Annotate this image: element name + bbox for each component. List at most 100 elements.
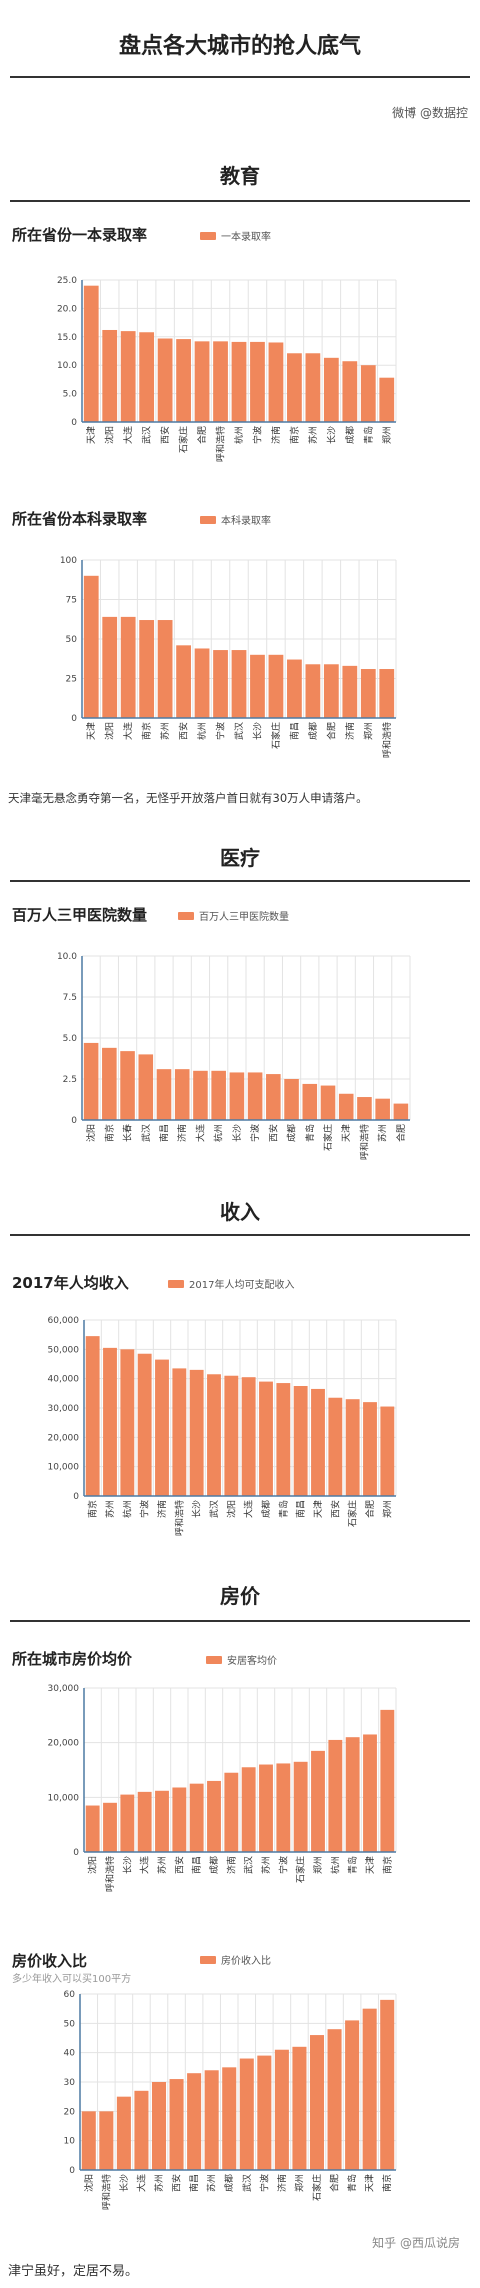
bar	[268, 654, 284, 718]
bar	[250, 654, 265, 718]
x-tick-label: 长沙	[231, 1124, 243, 1142]
x-tick-label: 南昌	[158, 1124, 170, 1142]
legend-swatch	[200, 231, 216, 240]
x-tick-label: 杭州	[233, 426, 245, 444]
x-tick-label: 苏州	[260, 1856, 272, 1874]
bar	[102, 1047, 117, 1120]
bar	[189, 1783, 204, 1852]
x-tick-label: 杭州	[196, 722, 208, 740]
x-tick-label: 天津	[86, 426, 97, 444]
bar	[360, 669, 376, 718]
y-tick-label: 20.0	[57, 304, 77, 314]
bar	[138, 1054, 154, 1120]
x-tick-label: 杭州	[121, 1500, 133, 1518]
x-tick-label: 大连	[139, 1856, 151, 1874]
x-tick-label: 大连	[122, 426, 134, 444]
y-tick-label: 10.0	[57, 361, 77, 371]
bar	[176, 645, 191, 718]
bar	[139, 332, 155, 422]
x-tick-label: 苏州	[104, 1500, 116, 1518]
bar	[305, 353, 321, 422]
x-tick-label: 青岛	[347, 1856, 359, 1874]
x-tick-label: 宁波	[258, 2174, 270, 2192]
x-tick-label: 武汉	[141, 426, 153, 444]
bar	[151, 2082, 167, 2170]
bar	[276, 1763, 291, 1852]
x-tick-label: 南京	[141, 722, 153, 740]
bar	[287, 659, 302, 718]
watermark: 知乎 @西瓜说房	[372, 2236, 460, 2250]
x-tick-label: 济南	[344, 722, 356, 740]
x-tick-label: 南京	[381, 2174, 393, 2192]
x-tick-label: 杭州	[329, 1856, 341, 1874]
page-title: 盘点各大城市的抢人底气	[118, 34, 361, 59]
y-tick-label: 10,000	[48, 1463, 80, 1473]
x-tick-label: 长沙	[118, 2174, 130, 2192]
y-tick-label: 30,000	[48, 1684, 80, 1694]
bar	[83, 1042, 99, 1120]
x-tick-label: 苏州	[307, 426, 319, 444]
legend-label: 一本录取率	[221, 232, 271, 243]
section-title-education: 教育	[220, 164, 260, 188]
x-tick-label: 南昌	[295, 1500, 307, 1518]
x-tick-label: 成都	[208, 1856, 220, 1874]
bar	[231, 650, 247, 718]
x-tick-label: 呼和浩特	[173, 1500, 185, 1536]
legend-swatch	[200, 515, 216, 524]
y-tick-label: 60	[64, 1990, 76, 2000]
x-tick-label: 西安	[173, 1856, 185, 1874]
x-tick-label: 呼和浩特	[215, 426, 227, 462]
bar	[155, 1790, 169, 1852]
legend-swatch	[200, 1955, 216, 1964]
bar	[116, 2096, 131, 2170]
legend-label: 房价收入比	[221, 1956, 271, 1967]
bar	[85, 1805, 100, 1852]
bar	[323, 357, 339, 422]
bar	[81, 2111, 96, 2170]
bar	[207, 1374, 221, 1496]
y-tick-label: 2.5	[63, 1075, 77, 1085]
bar	[120, 1349, 135, 1496]
bar	[293, 1761, 308, 1852]
x-tick-label: 武汉	[208, 1500, 220, 1518]
x-tick-label: 济南	[270, 426, 282, 444]
x-tick-label: 长春	[122, 1124, 134, 1142]
bar	[157, 620, 173, 718]
bar-chart-tier1: 0 5.0 10.0 15.0 20.0 25.0 天津 沈阳 大连 武汉 西安 石家庄 合肥 呼和浩特杭…	[57, 276, 397, 462]
x-tick-label: 大连	[135, 2174, 147, 2192]
section-title-housing: 房价	[220, 1584, 260, 1608]
x-tick-label: 合肥	[395, 1124, 407, 1142]
y-tick-label: 20,000	[48, 1433, 80, 1443]
bar	[375, 1098, 390, 1120]
x-tick-label: 石家庄	[270, 722, 282, 749]
y-tick-label: 50	[64, 2019, 76, 2029]
bar	[380, 1406, 395, 1496]
bar	[363, 1402, 377, 1496]
bar	[187, 2073, 202, 2170]
bar	[380, 1709, 395, 1852]
bar	[241, 1767, 256, 1852]
legend-label: 安居客均价	[227, 1656, 277, 1667]
x-tick-label: 合肥	[364, 1500, 376, 1518]
y-tick-label: 0	[71, 1116, 77, 1126]
bar	[323, 664, 339, 718]
bar	[247, 1072, 263, 1120]
bar	[102, 329, 118, 422]
x-tick-label: 南京	[288, 426, 300, 444]
bar	[139, 620, 155, 718]
bar-chart-house-price: 010,00020,00030,000沈阳 呼和浩特 长沙 大连 苏州 西安 南昌 成都 济南武…	[48, 1684, 397, 1892]
bar	[169, 2079, 184, 2170]
legend-swatch	[168, 1279, 184, 1288]
x-tick-label: 宁波	[215, 722, 227, 740]
bar	[211, 1070, 226, 1120]
bar	[224, 1375, 239, 1496]
bar	[259, 1764, 273, 1852]
divider	[10, 200, 470, 202]
x-tick-label: 沈阳	[87, 1856, 99, 1874]
bar	[194, 341, 210, 422]
x-tick-label: 武汉	[243, 1856, 255, 1874]
bar	[357, 1097, 372, 1120]
x-tick-label: 宁波	[251, 426, 263, 444]
x-tick-label: 济南	[225, 1856, 237, 1874]
legend-label: 本科录取率	[221, 516, 271, 527]
